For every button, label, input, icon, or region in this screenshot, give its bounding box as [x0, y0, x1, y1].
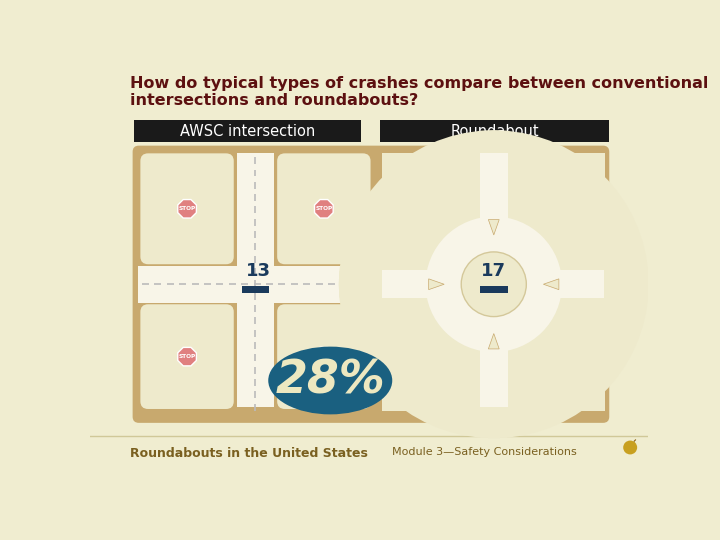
FancyBboxPatch shape [237, 153, 274, 408]
Polygon shape [544, 279, 559, 289]
Text: Module 3—Safety Considerations: Module 3—Safety Considerations [392, 447, 577, 457]
Polygon shape [339, 130, 508, 298]
Polygon shape [178, 200, 197, 218]
Text: 13: 13 [246, 261, 271, 280]
FancyBboxPatch shape [132, 146, 609, 423]
Polygon shape [480, 271, 649, 438]
Text: 28%: 28% [275, 358, 385, 403]
FancyBboxPatch shape [382, 153, 606, 411]
Circle shape [462, 252, 526, 316]
Circle shape [624, 441, 637, 455]
Polygon shape [315, 347, 333, 366]
Text: How do typical types of crashes compare between conventional
intersections and r: How do typical types of crashes compare … [130, 76, 708, 108]
Ellipse shape [269, 347, 392, 414]
Circle shape [426, 217, 562, 352]
FancyBboxPatch shape [140, 153, 234, 264]
FancyBboxPatch shape [380, 120, 609, 142]
Polygon shape [488, 220, 499, 235]
FancyBboxPatch shape [528, 271, 604, 298]
FancyBboxPatch shape [140, 304, 234, 409]
Circle shape [426, 217, 562, 352]
FancyBboxPatch shape [138, 266, 373, 303]
FancyBboxPatch shape [382, 271, 459, 298]
FancyBboxPatch shape [277, 304, 371, 409]
Polygon shape [488, 334, 499, 349]
FancyBboxPatch shape [241, 286, 269, 294]
Text: Roundabout: Roundabout [450, 124, 539, 139]
Text: AWSC intersection: AWSC intersection [180, 124, 315, 139]
FancyBboxPatch shape [480, 318, 508, 408]
Text: STOP: STOP [315, 206, 333, 211]
Text: STOP: STOP [315, 354, 333, 359]
Polygon shape [315, 200, 333, 218]
Text: STOP: STOP [179, 354, 196, 359]
Polygon shape [480, 130, 649, 298]
FancyBboxPatch shape [134, 120, 361, 142]
Text: STOP: STOP [179, 206, 196, 211]
FancyBboxPatch shape [277, 153, 371, 264]
Polygon shape [339, 271, 508, 438]
FancyBboxPatch shape [480, 153, 508, 251]
FancyBboxPatch shape [480, 286, 508, 294]
Text: 17: 17 [481, 261, 506, 280]
Text: Roundabouts in the United States: Roundabouts in the United States [130, 447, 368, 460]
Polygon shape [428, 279, 444, 289]
Polygon shape [178, 347, 197, 366]
